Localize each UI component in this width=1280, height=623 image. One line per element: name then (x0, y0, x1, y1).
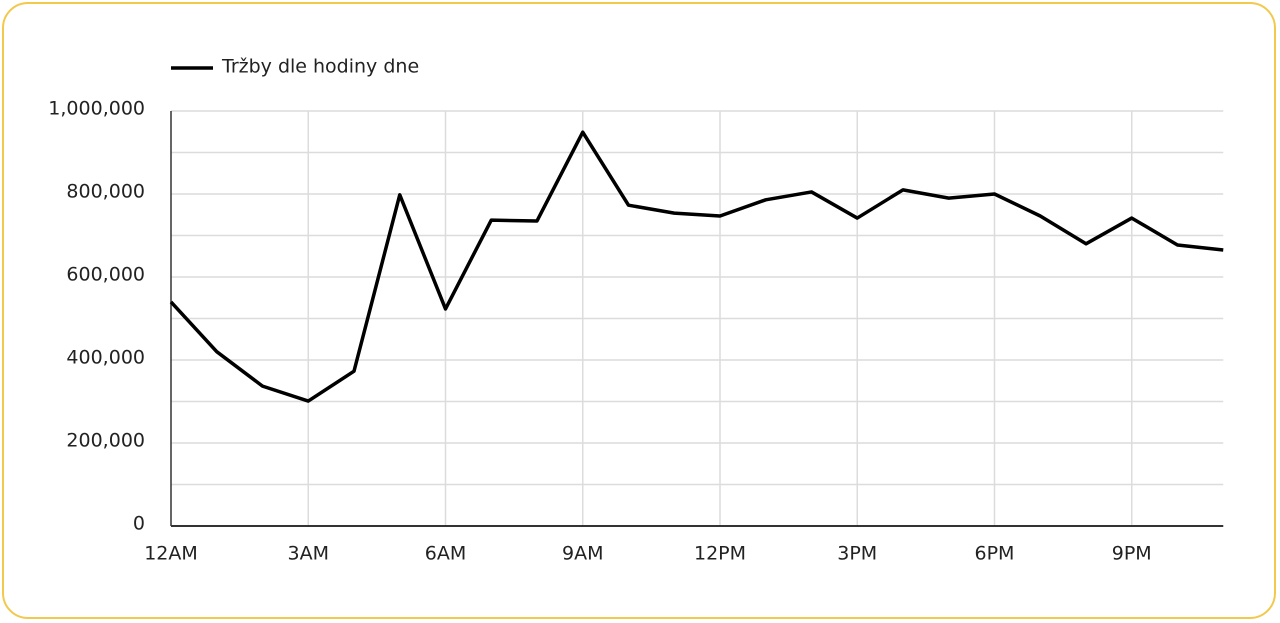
y-tick-label: 0 (133, 513, 145, 535)
legend-label: Tržby dle hodiny dne (221, 56, 419, 78)
y-tick-label: 1,000,000 (48, 98, 145, 120)
y-tick-label: 600,000 (66, 264, 145, 286)
y-tick-label: 800,000 (66, 181, 145, 203)
y-tick-label: 400,000 (66, 347, 145, 369)
x-tick-label: 6PM (975, 543, 1015, 565)
x-tick-label: 3AM (288, 543, 329, 565)
x-tick-label: 3PM (837, 543, 877, 565)
x-tick-label: 9PM (1112, 543, 1152, 565)
x-tick-label: 6AM (425, 543, 466, 565)
x-tick-label: 12PM (694, 543, 746, 565)
line (169, 130, 1224, 403)
y-tick-label: 200,000 (66, 430, 145, 452)
x-tick-label: 12AM (144, 543, 198, 565)
x-tick-label: 9AM (562, 543, 603, 565)
